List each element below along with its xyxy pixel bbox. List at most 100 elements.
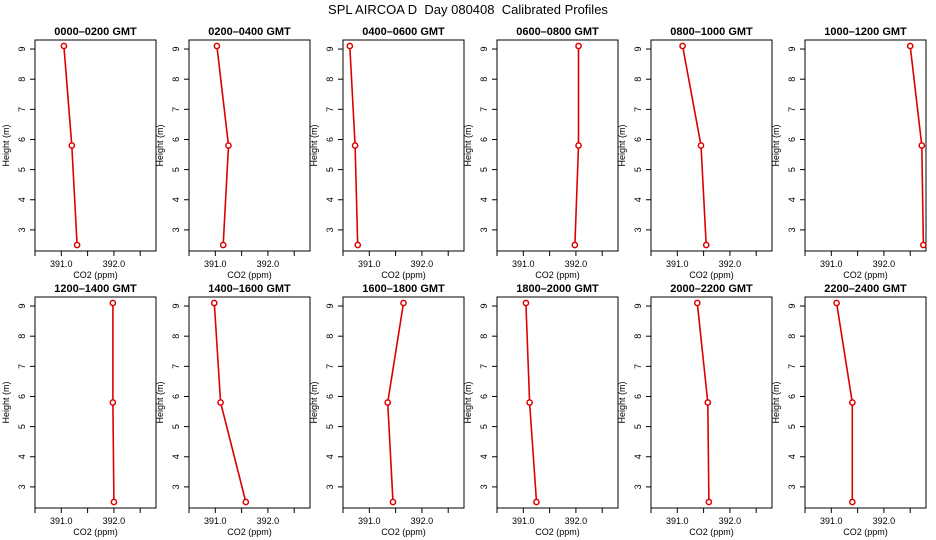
y-tick-label: 8 xyxy=(787,77,797,82)
y-tick-label: 3 xyxy=(633,227,643,232)
data-point xyxy=(219,241,227,249)
data-point xyxy=(351,142,359,149)
y-tick-label: 8 xyxy=(171,77,181,82)
y-tick-label: 7 xyxy=(171,107,181,112)
y-tick-label: 5 xyxy=(325,167,335,172)
y-tick-label: 6 xyxy=(787,394,797,399)
profile-panel: 0800–1000 GMT 391.0 392.0 3 4 5 6 7 8 9 CO2 (ppm) H… xyxy=(617,26,773,280)
y-tick-label: 5 xyxy=(633,167,643,172)
y-tick-label: 5 xyxy=(479,424,489,429)
y-tick-label: 3 xyxy=(171,227,181,232)
y-tick-label: 9 xyxy=(171,47,181,52)
y-tick-label: 3 xyxy=(479,484,489,489)
profile-panel: 1600–1800 GMT 391.0 392.0 3 4 5 6 7 8 9 CO2 (ppm) H… xyxy=(309,283,465,537)
y-tick-label: 7 xyxy=(787,364,797,369)
data-point xyxy=(109,299,117,307)
y-tick-label: 9 xyxy=(479,304,489,309)
x-tick-label: 391.0 xyxy=(666,516,689,526)
y-tick-label: 4 xyxy=(479,454,489,459)
y-tick-label: 5 xyxy=(171,424,181,429)
y-tick-label: 5 xyxy=(17,424,27,429)
x-axis-label: CO2 (ppm) xyxy=(381,270,426,280)
x-tick-label: 391.0 xyxy=(820,516,843,526)
data-point xyxy=(575,142,582,149)
x-tick-label: 391.0 xyxy=(512,259,535,269)
x-axis-label: CO2 (ppm) xyxy=(689,527,734,537)
y-tick-label: 6 xyxy=(17,137,27,142)
y-tick-label: 4 xyxy=(325,454,335,459)
y-tick-label: 8 xyxy=(325,77,335,82)
panel-title: 1600–1800 GMT xyxy=(362,283,445,295)
x-tick-label: 392.0 xyxy=(719,259,742,269)
y-tick-label: 6 xyxy=(479,137,489,142)
data-point xyxy=(384,399,392,406)
y-tick-label: 9 xyxy=(633,304,643,309)
y-tick-label: 8 xyxy=(17,334,27,339)
y-tick-label: 3 xyxy=(787,227,797,232)
x-tick-label: 391.0 xyxy=(50,259,73,269)
y-tick-label: 4 xyxy=(325,197,335,202)
y-tick-label: 7 xyxy=(17,364,27,369)
x-axis-label: CO2 (ppm) xyxy=(689,270,734,280)
y-tick-label: 3 xyxy=(633,484,643,489)
data-point xyxy=(848,498,856,506)
data-point xyxy=(526,399,533,406)
panel-title: 2200–2400 GMT xyxy=(824,283,907,295)
data-point xyxy=(848,399,856,406)
profile-panel: 2000–2200 GMT 391.0 392.0 3 4 5 6 7 8 9 CO2 (ppm) H… xyxy=(617,283,773,537)
data-point xyxy=(354,241,362,249)
data-point xyxy=(60,42,68,50)
data-point xyxy=(522,299,530,307)
data-point xyxy=(920,241,927,249)
x-tick-label: 392.0 xyxy=(873,259,896,269)
plot-frame xyxy=(496,296,619,509)
y-tick-label: 9 xyxy=(479,47,489,52)
data-point xyxy=(242,498,250,506)
data-point xyxy=(575,42,582,50)
x-tick-label: 391.0 xyxy=(820,259,843,269)
y-tick-label: 3 xyxy=(479,227,489,232)
data-point xyxy=(571,241,579,249)
data-point xyxy=(833,299,840,307)
profile-panel: 2200–2400 GMT 391.0 392.0 3 4 5 6 7 8 9 CO2 (ppm) H… xyxy=(771,283,927,537)
y-tick-label: 6 xyxy=(325,394,335,399)
profile-panel: 0600–0800 GMT 391.0 392.0 3 4 5 6 7 8 9 CO2 (ppm) H… xyxy=(463,26,619,280)
profile-panel: 0200–0400 GMT 391.0 392.0 3 4 5 6 7 8 9 CO2 (ppm) H… xyxy=(155,26,311,280)
y-tick-label: 6 xyxy=(479,394,489,399)
data-point xyxy=(389,498,397,506)
data-point xyxy=(213,42,221,50)
y-tick-label: 5 xyxy=(171,167,181,172)
data-point xyxy=(705,498,713,506)
y-tick-label: 6 xyxy=(171,394,181,399)
x-tick-label: 391.0 xyxy=(204,259,227,269)
y-tick-label: 5 xyxy=(633,424,643,429)
panel-title: 1000–1200 GMT xyxy=(824,26,907,38)
data-point xyxy=(533,498,540,506)
x-tick-label: 392.0 xyxy=(257,516,280,526)
y-tick-label: 9 xyxy=(17,47,27,52)
x-tick-label: 391.0 xyxy=(50,516,73,526)
y-tick-label: 4 xyxy=(17,197,27,202)
y-tick-label: 8 xyxy=(325,334,335,339)
panel-title: 2000–2200 GMT xyxy=(670,283,753,295)
data-point xyxy=(210,299,218,307)
data-point xyxy=(918,142,926,149)
y-tick-label: 6 xyxy=(633,137,643,142)
y-tick-label: 7 xyxy=(17,107,27,112)
y-tick-label: 5 xyxy=(325,424,335,429)
x-tick-label: 392.0 xyxy=(103,516,126,526)
x-tick-label: 392.0 xyxy=(565,516,588,526)
profile-panel: 1200–1400 GMT 391.0 392.0 3 4 5 6 7 8 9 CO2 (ppm) H… xyxy=(1,283,157,537)
y-tick-label: 7 xyxy=(633,107,643,112)
data-point xyxy=(68,142,76,149)
y-tick-label: 8 xyxy=(171,334,181,339)
x-tick-label: 392.0 xyxy=(257,259,280,269)
x-tick-label: 392.0 xyxy=(411,259,434,269)
x-axis-label: CO2 (ppm) xyxy=(535,270,580,280)
x-tick-label: 392.0 xyxy=(719,516,742,526)
y-tick-label: 8 xyxy=(787,334,797,339)
x-tick-label: 391.0 xyxy=(358,259,381,269)
x-tick-label: 391.0 xyxy=(204,516,227,526)
y-tick-label: 7 xyxy=(633,364,643,369)
